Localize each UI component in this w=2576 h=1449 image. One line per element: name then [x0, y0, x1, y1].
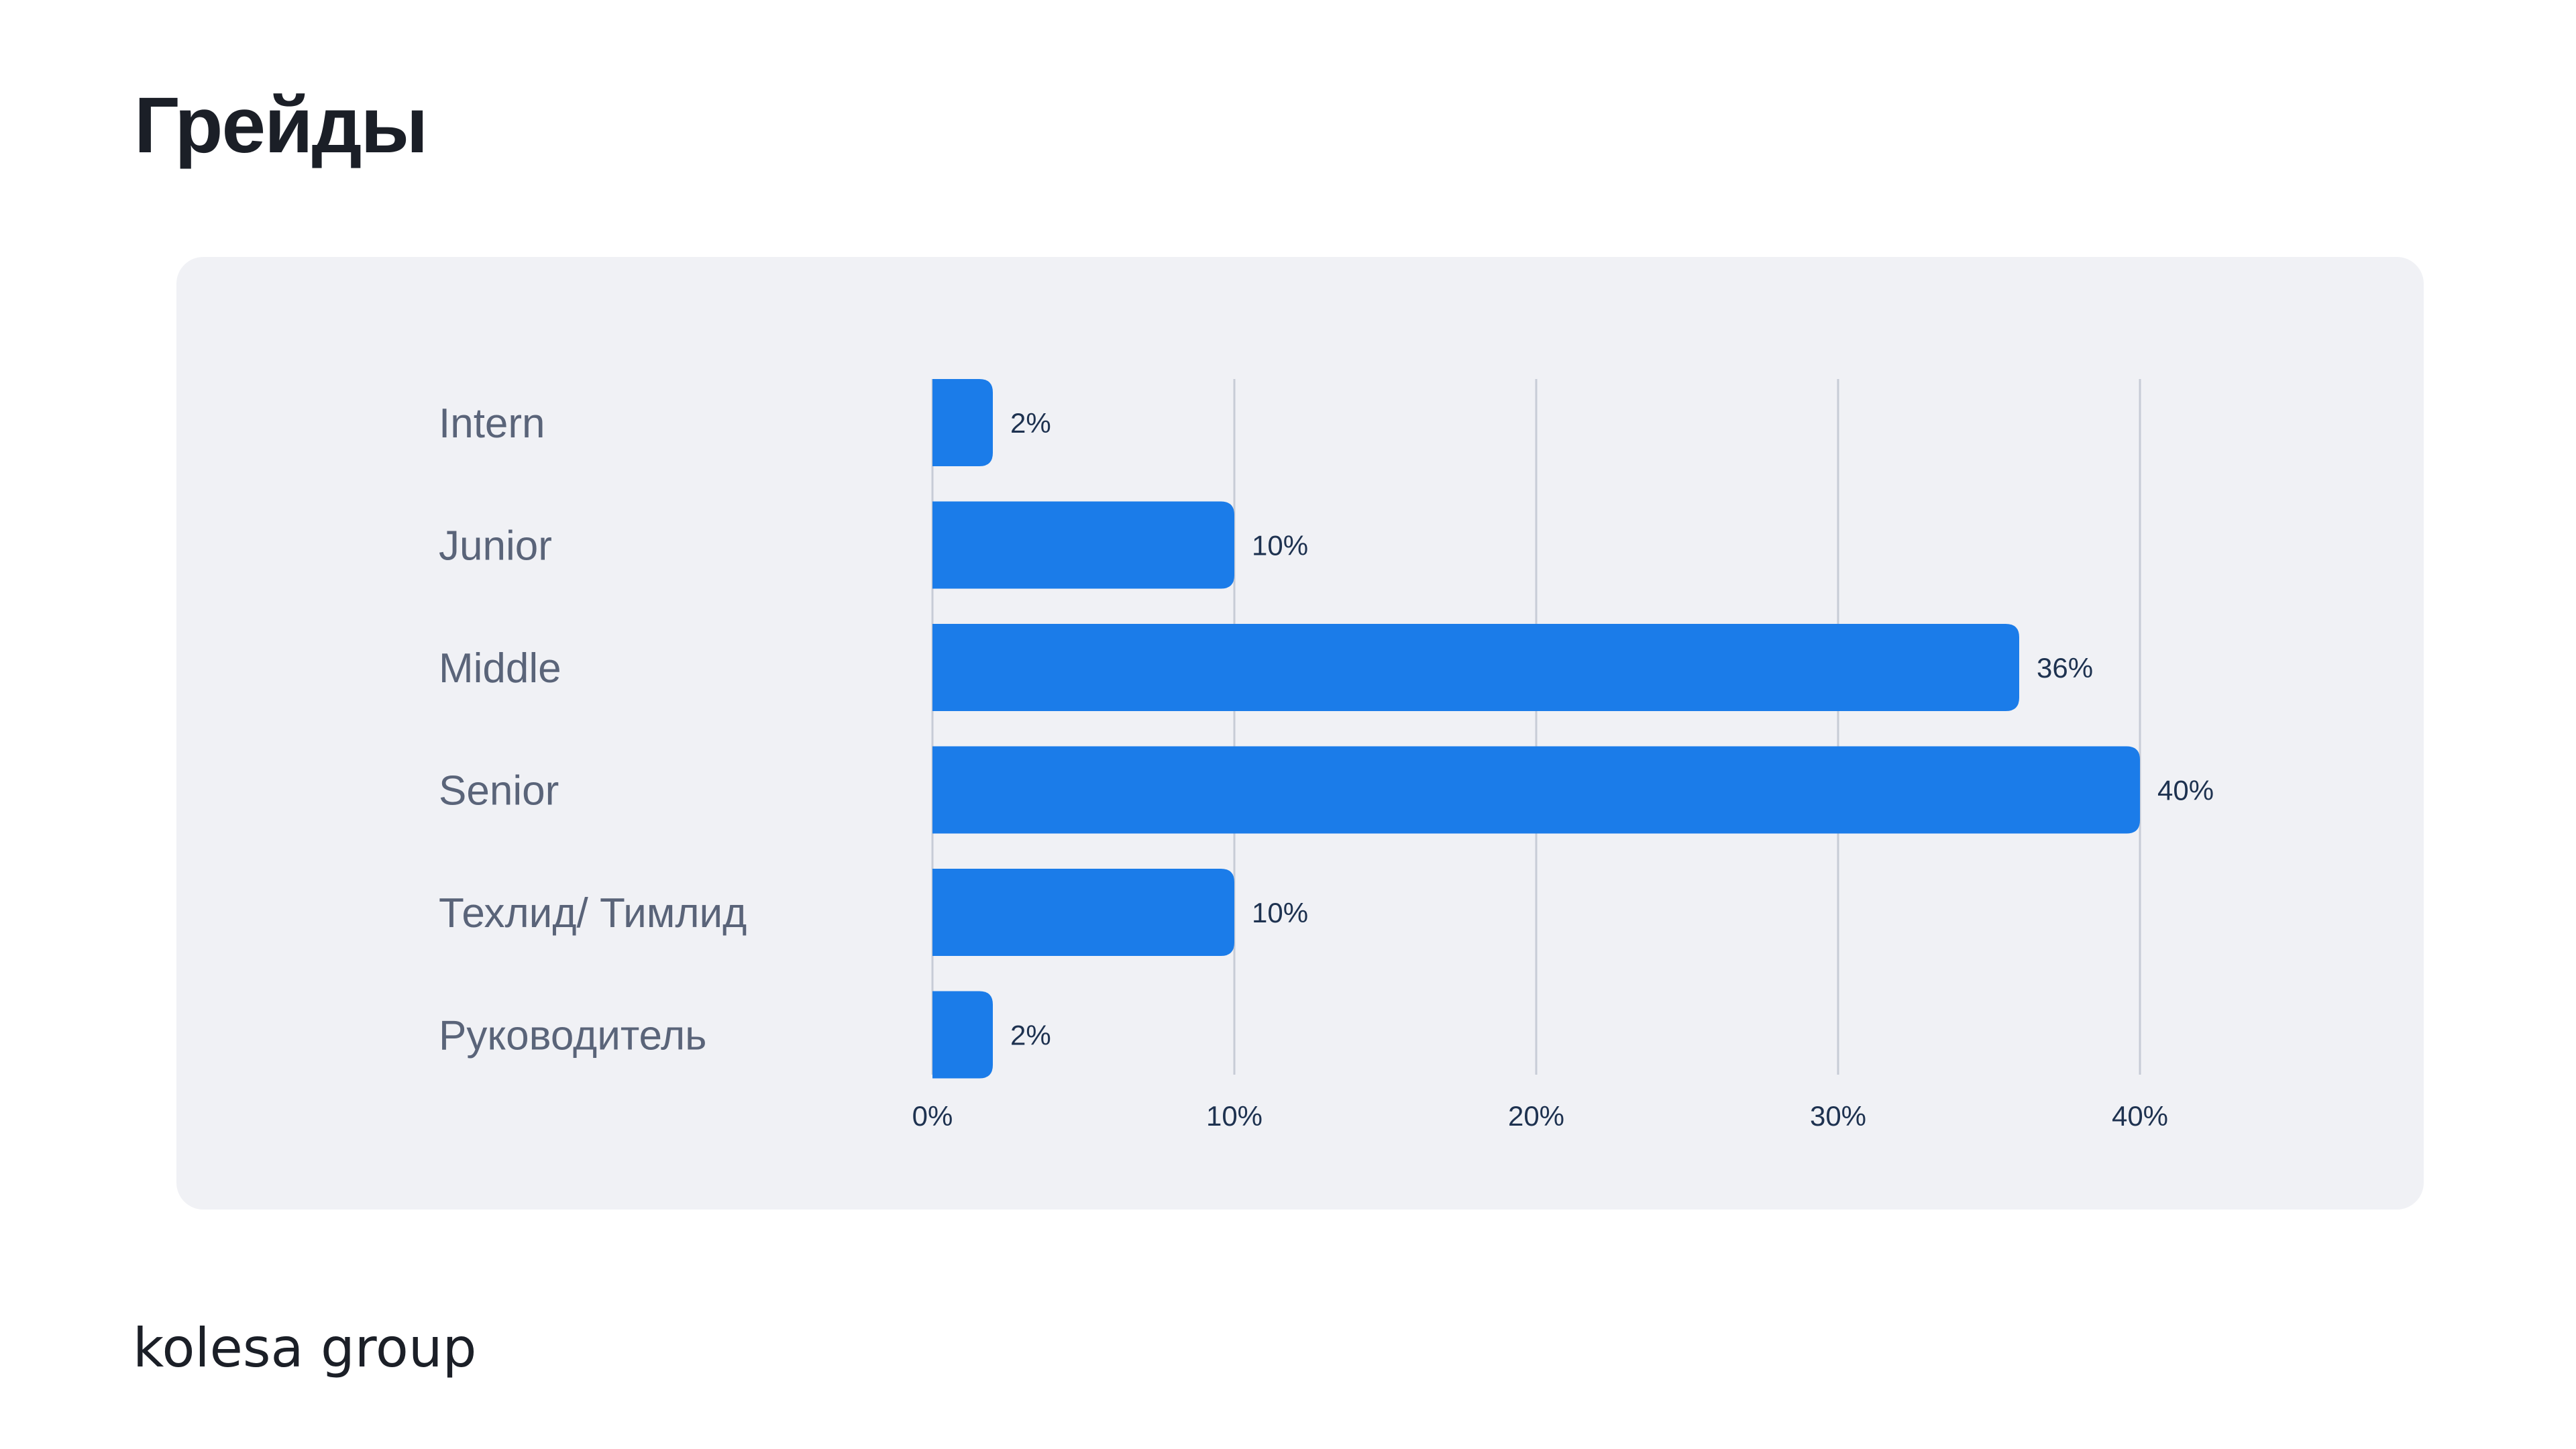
bars: [932, 379, 2140, 1079]
x-tick-label: 30%: [1810, 1100, 1866, 1132]
category-label: Senior: [439, 768, 559, 814]
page-title: Грейды: [134, 81, 428, 170]
category-label: Middle: [439, 645, 561, 692]
bar: [932, 991, 993, 1079]
value-label: 2%: [1010, 407, 1051, 439]
bar: [932, 379, 993, 466]
x-axis-tick-labels: 0% 10% 20% 30% 40%: [912, 1100, 2168, 1132]
value-labels: 2% 10% 36% 40% 10% 2%: [1010, 407, 2214, 1051]
x-tick-label: 20%: [1508, 1100, 1564, 1132]
gridlines: [931, 379, 2141, 1075]
chart-card: Intern Junior Middle Senior Техлид/ Тимлид Ру…: [176, 257, 2424, 1210]
value-label: 10%: [1252, 897, 1308, 928]
category-label: Техлид/ Тимлид: [439, 890, 747, 936]
bar: [932, 869, 1234, 956]
kolesa-group-logo: kolesa group: [133, 1317, 477, 1379]
category-label: Junior: [439, 523, 552, 570]
value-label: 10%: [1252, 530, 1308, 561]
value-label: 2%: [1010, 1020, 1051, 1051]
bar-chart: Intern Junior Middle Senior Техлид/ Тимлид Ру…: [439, 379, 2214, 1132]
x-tick-label: 10%: [1206, 1100, 1263, 1132]
x-tick-label: 0%: [912, 1100, 953, 1132]
category-label: Руководитель: [439, 1013, 706, 1059]
value-label: 36%: [2037, 652, 2093, 684]
bar: [932, 624, 2019, 711]
bar: [932, 746, 2140, 834]
category-label: Intern: [439, 400, 545, 447]
bar: [932, 501, 1234, 589]
value-label: 40%: [2157, 775, 2214, 806]
x-tick-label: 40%: [2112, 1100, 2168, 1132]
category-labels: Intern Junior Middle Senior Техлид/ Тимлид Ру…: [439, 400, 747, 1059]
